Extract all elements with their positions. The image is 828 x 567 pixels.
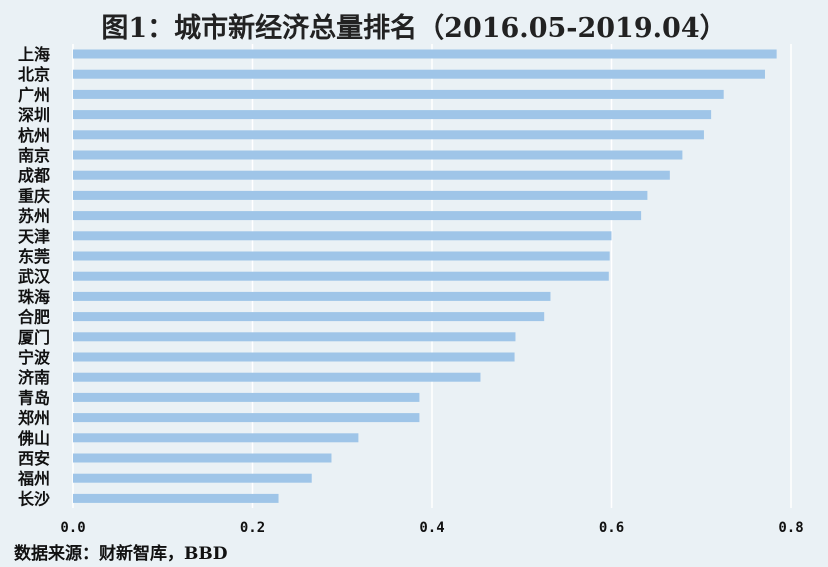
bar-7 xyxy=(73,190,648,200)
category-label: 宁波 xyxy=(18,348,51,367)
bar-6 xyxy=(73,170,670,180)
bar-19 xyxy=(73,433,359,443)
bar-14 xyxy=(73,332,516,342)
bars xyxy=(73,49,777,503)
category-label: 深圳 xyxy=(18,106,50,125)
category-label: 天津 xyxy=(18,227,50,246)
category-label: 北京 xyxy=(18,65,50,84)
category-label: 青岛 xyxy=(18,388,50,407)
category-label: 重庆 xyxy=(18,186,50,205)
category-label: 珠海 xyxy=(18,287,50,306)
x-tick-labels: 0.0 0.2 0.4 0.6 0.8 xyxy=(60,520,803,536)
category-label: 武汉 xyxy=(18,267,51,286)
x-tick-label: 0.2 xyxy=(240,520,265,536)
bar-0 xyxy=(73,49,777,59)
category-label: 广州 xyxy=(18,85,50,104)
category-label: 厦门 xyxy=(18,328,50,347)
bar-10 xyxy=(73,251,610,261)
bar-1 xyxy=(73,69,765,79)
bar-13 xyxy=(73,312,545,322)
bar-12 xyxy=(73,291,551,301)
category-label: 西安 xyxy=(18,449,50,468)
bar-17 xyxy=(73,392,420,402)
bar-18 xyxy=(73,413,420,423)
x-tick-label: 0.6 xyxy=(599,520,624,536)
category-label: 东莞 xyxy=(18,247,50,266)
category-label: 长沙 xyxy=(18,489,50,508)
category-label: 佛山 xyxy=(17,429,50,448)
bar-16 xyxy=(73,372,481,382)
category-label: 合肥 xyxy=(18,308,50,327)
x-tick-label: 0.0 xyxy=(60,520,85,536)
bar-2 xyxy=(73,89,724,99)
category-label: 苏州 xyxy=(18,207,50,226)
category-label: 南京 xyxy=(18,146,50,165)
category-labels: 上海北京广州深圳杭州南京成都重庆苏州天津东莞武汉珠海合肥厦门宁波济南青岛郑州佛山… xyxy=(17,45,51,508)
category-label: 杭州 xyxy=(18,126,50,145)
bar-9 xyxy=(73,231,612,241)
chart-title: 图1：城市新经济总量排名（2016.05-2019.04） xyxy=(101,13,727,44)
category-label: 福州 xyxy=(17,469,50,488)
bar-5 xyxy=(73,150,683,160)
category-label: 上海 xyxy=(18,45,50,64)
x-tick-label: 0.8 xyxy=(778,520,803,536)
category-label: 济南 xyxy=(18,368,50,387)
bar-3 xyxy=(73,110,712,120)
bar-11 xyxy=(73,271,609,281)
bar-22 xyxy=(73,493,279,503)
category-label: 成都 xyxy=(18,166,50,185)
bar-8 xyxy=(73,211,642,221)
bar-20 xyxy=(73,453,332,463)
bar-4 xyxy=(73,130,704,140)
category-label: 郑州 xyxy=(18,409,50,428)
bar-15 xyxy=(73,352,515,362)
source-note: 数据来源：财新智库，BBD xyxy=(14,544,228,564)
bar-21 xyxy=(73,473,312,483)
x-tick-label: 0.4 xyxy=(419,520,444,536)
